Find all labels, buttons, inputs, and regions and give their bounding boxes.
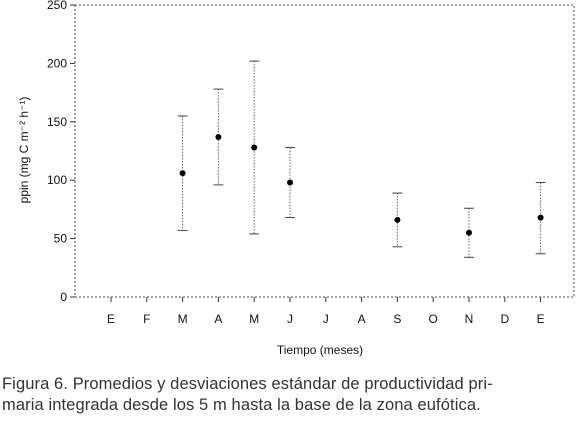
x-tick-label: F — [143, 312, 150, 326]
caption-line-1: Figura 6. Promedios y desviaciones están… — [2, 375, 493, 393]
caption-line-2: maria integrada desde los 5 m hasta la b… — [2, 396, 481, 414]
x-tick-label: A — [214, 312, 222, 326]
data-point-group — [249, 60, 260, 235]
data-points — [177, 60, 546, 258]
y-tick-label: 100 — [47, 173, 67, 187]
chart: 0 50 100 150 200 250 E F M A M J J A S O N D E ppin (mg C… — [17, 0, 575, 357]
x-axis-title: Tiempo (meses) — [277, 343, 363, 357]
y-tick-label: 50 — [54, 232, 68, 246]
data-point — [537, 214, 544, 221]
x-tick-label: J — [287, 312, 293, 326]
data-point-group — [535, 182, 546, 255]
data-point — [215, 133, 222, 140]
data-point-group — [177, 115, 188, 231]
x-tick-label: O — [429, 312, 438, 326]
y-axis-title: ppin (mg C m⁻² h⁻¹) — [17, 97, 31, 204]
y-tick-label: 250 — [47, 0, 67, 12]
data-point-group — [392, 192, 403, 248]
data-point — [251, 144, 258, 151]
data-point — [466, 229, 472, 236]
x-tick-label: D — [500, 312, 509, 326]
x-tick-label: S — [393, 312, 401, 326]
y-tick-label: 0 — [60, 290, 67, 304]
data-point — [287, 179, 293, 186]
data-point-group — [464, 207, 474, 258]
y-tick-label: 200 — [47, 56, 67, 70]
data-point — [394, 216, 401, 223]
x-tick-label: A — [358, 312, 366, 326]
x-tick-label: M — [249, 312, 259, 326]
data-point-group — [213, 88, 224, 186]
y-tick-label: 150 — [47, 115, 67, 129]
x-tick-label: N — [465, 312, 474, 326]
x-tick-label: E — [107, 312, 115, 326]
data-point-group — [285, 146, 295, 219]
x-tick-label: E — [537, 312, 545, 326]
figure-caption: Figura 6. Promedios y desviaciones están… — [2, 374, 578, 416]
y-axis: 0 50 100 150 200 250 — [47, 0, 75, 304]
plot-frame — [74, 4, 575, 298]
data-point — [179, 170, 186, 177]
x-tick-label: J — [323, 312, 329, 326]
x-tick-label: M — [178, 312, 188, 326]
